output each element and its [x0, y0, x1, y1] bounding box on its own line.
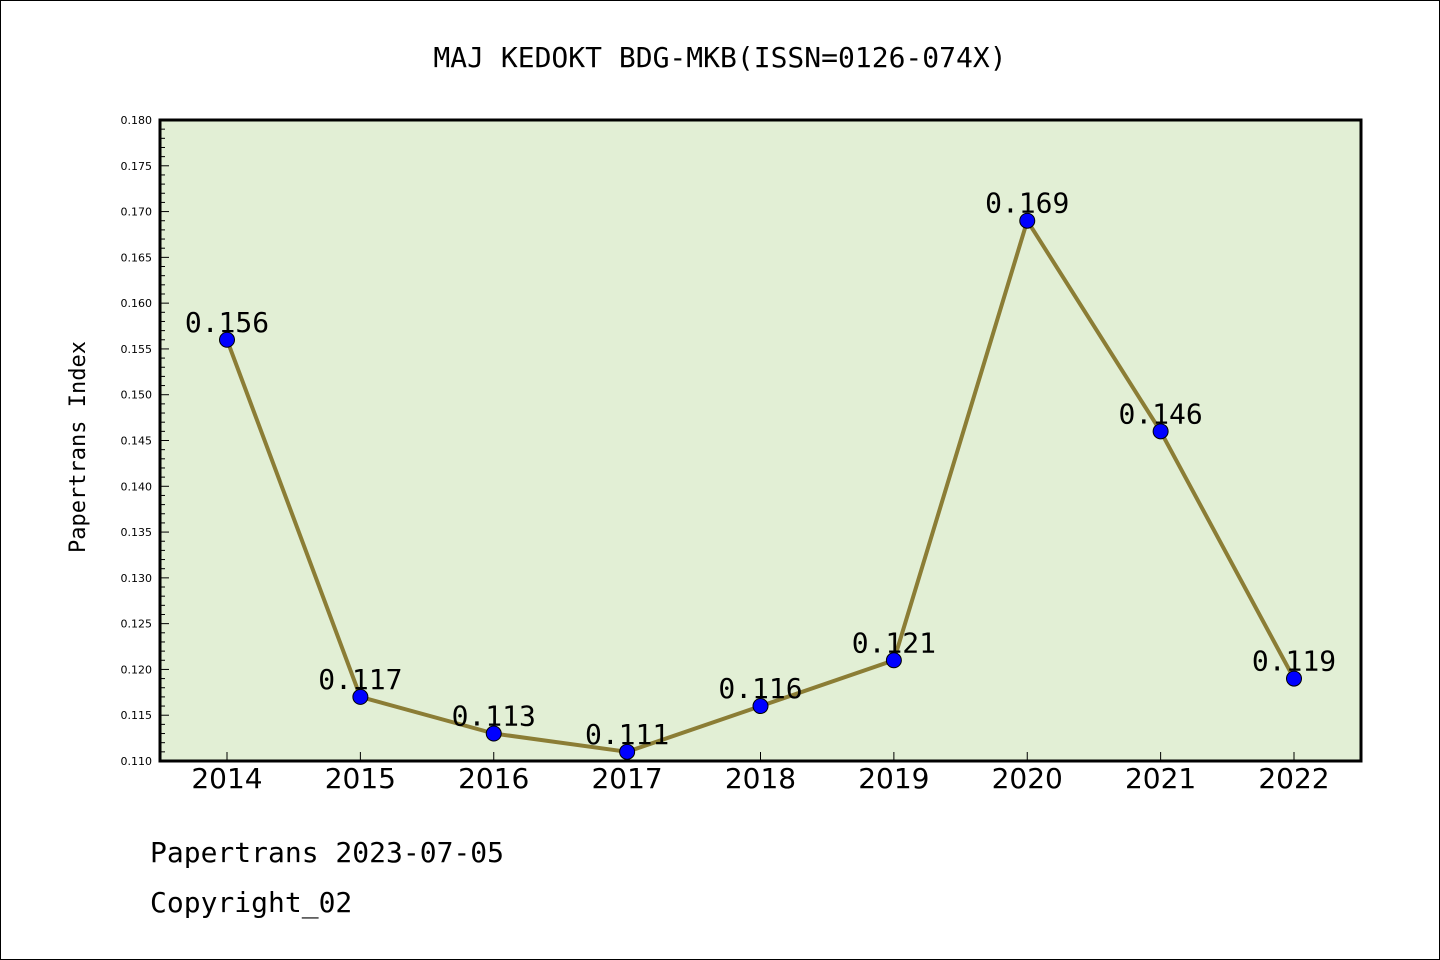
data-point	[1286, 670, 1302, 687]
footer-copyright: Copyright_02	[150, 886, 353, 919]
y-axis-label: Papertrans Index	[66, 341, 91, 553]
y-axis: 0.110 0.115 0.120 0.125 0.130 0.135 0.140 0.145…	[121, 114, 169, 768]
data-label: 0.146	[1118, 397, 1202, 430]
data-point	[485, 725, 502, 742]
y-tick-label: 0.150	[121, 389, 153, 402]
x-tick-label: 2017	[591, 762, 662, 795]
data-label: 0.117	[318, 663, 402, 696]
y-tick-label: 0.130	[121, 572, 153, 585]
y-tick-label: 0.115	[121, 709, 153, 722]
x-tick-label: 2018	[725, 762, 796, 795]
data-point	[752, 698, 769, 715]
y-tick-label: 0.145	[121, 435, 153, 448]
x-axis: 2014 2015 2016 2017 2018 2019 2020 2021 2022	[191, 752, 1330, 795]
y-tick-label: 0.110	[121, 755, 153, 768]
y-tick-label: 0.135	[121, 526, 153, 539]
data-markers	[219, 212, 1302, 760]
data-point	[885, 652, 902, 669]
x-tick-label: 2022	[1258, 762, 1329, 795]
y-tick-label: 0.180	[121, 114, 153, 127]
data-point	[219, 331, 235, 348]
data-labels: 0.156 0.117 0.113 0.111 0.116 0.121 0.169 0.146…	[185, 187, 1336, 751]
y-tick-label: 0.155	[121, 343, 153, 356]
y-tick-label: 0.170	[121, 206, 153, 219]
data-point	[1019, 212, 1036, 229]
y-tick-label: 0.120	[121, 663, 153, 676]
data-label: 0.121	[852, 626, 936, 659]
data-label: 0.119	[1252, 645, 1336, 678]
data-point	[352, 688, 369, 705]
data-point	[1152, 423, 1169, 440]
x-tick-label: 2019	[858, 762, 929, 795]
data-label: 0.111	[585, 718, 669, 751]
y-tick-label: 0.125	[121, 618, 153, 631]
data-point	[619, 743, 636, 760]
x-tick-label: 2021	[1125, 762, 1196, 795]
x-tick-label: 2014	[191, 762, 262, 795]
y-tick-label: 0.160	[121, 297, 153, 310]
x-tick-label: 2020	[992, 762, 1063, 795]
data-label: 0.116	[718, 672, 802, 705]
chart-title: MAJ KEDOKT BDG-MKB(ISSN=0126-074X)	[433, 41, 1006, 74]
footer-date: Papertrans 2023-07-05	[150, 836, 505, 869]
x-tick-label: 2015	[325, 762, 396, 795]
data-label: 0.169	[985, 187, 1069, 220]
y-tick-label: 0.165	[121, 251, 153, 264]
data-label: 0.113	[452, 700, 536, 733]
plot-area	[158, 118, 1363, 763]
y-tick-label: 0.175	[121, 160, 153, 173]
y-tick-label: 0.140	[121, 480, 153, 493]
x-tick-label: 2016	[458, 762, 529, 795]
data-label: 0.156	[185, 306, 269, 339]
